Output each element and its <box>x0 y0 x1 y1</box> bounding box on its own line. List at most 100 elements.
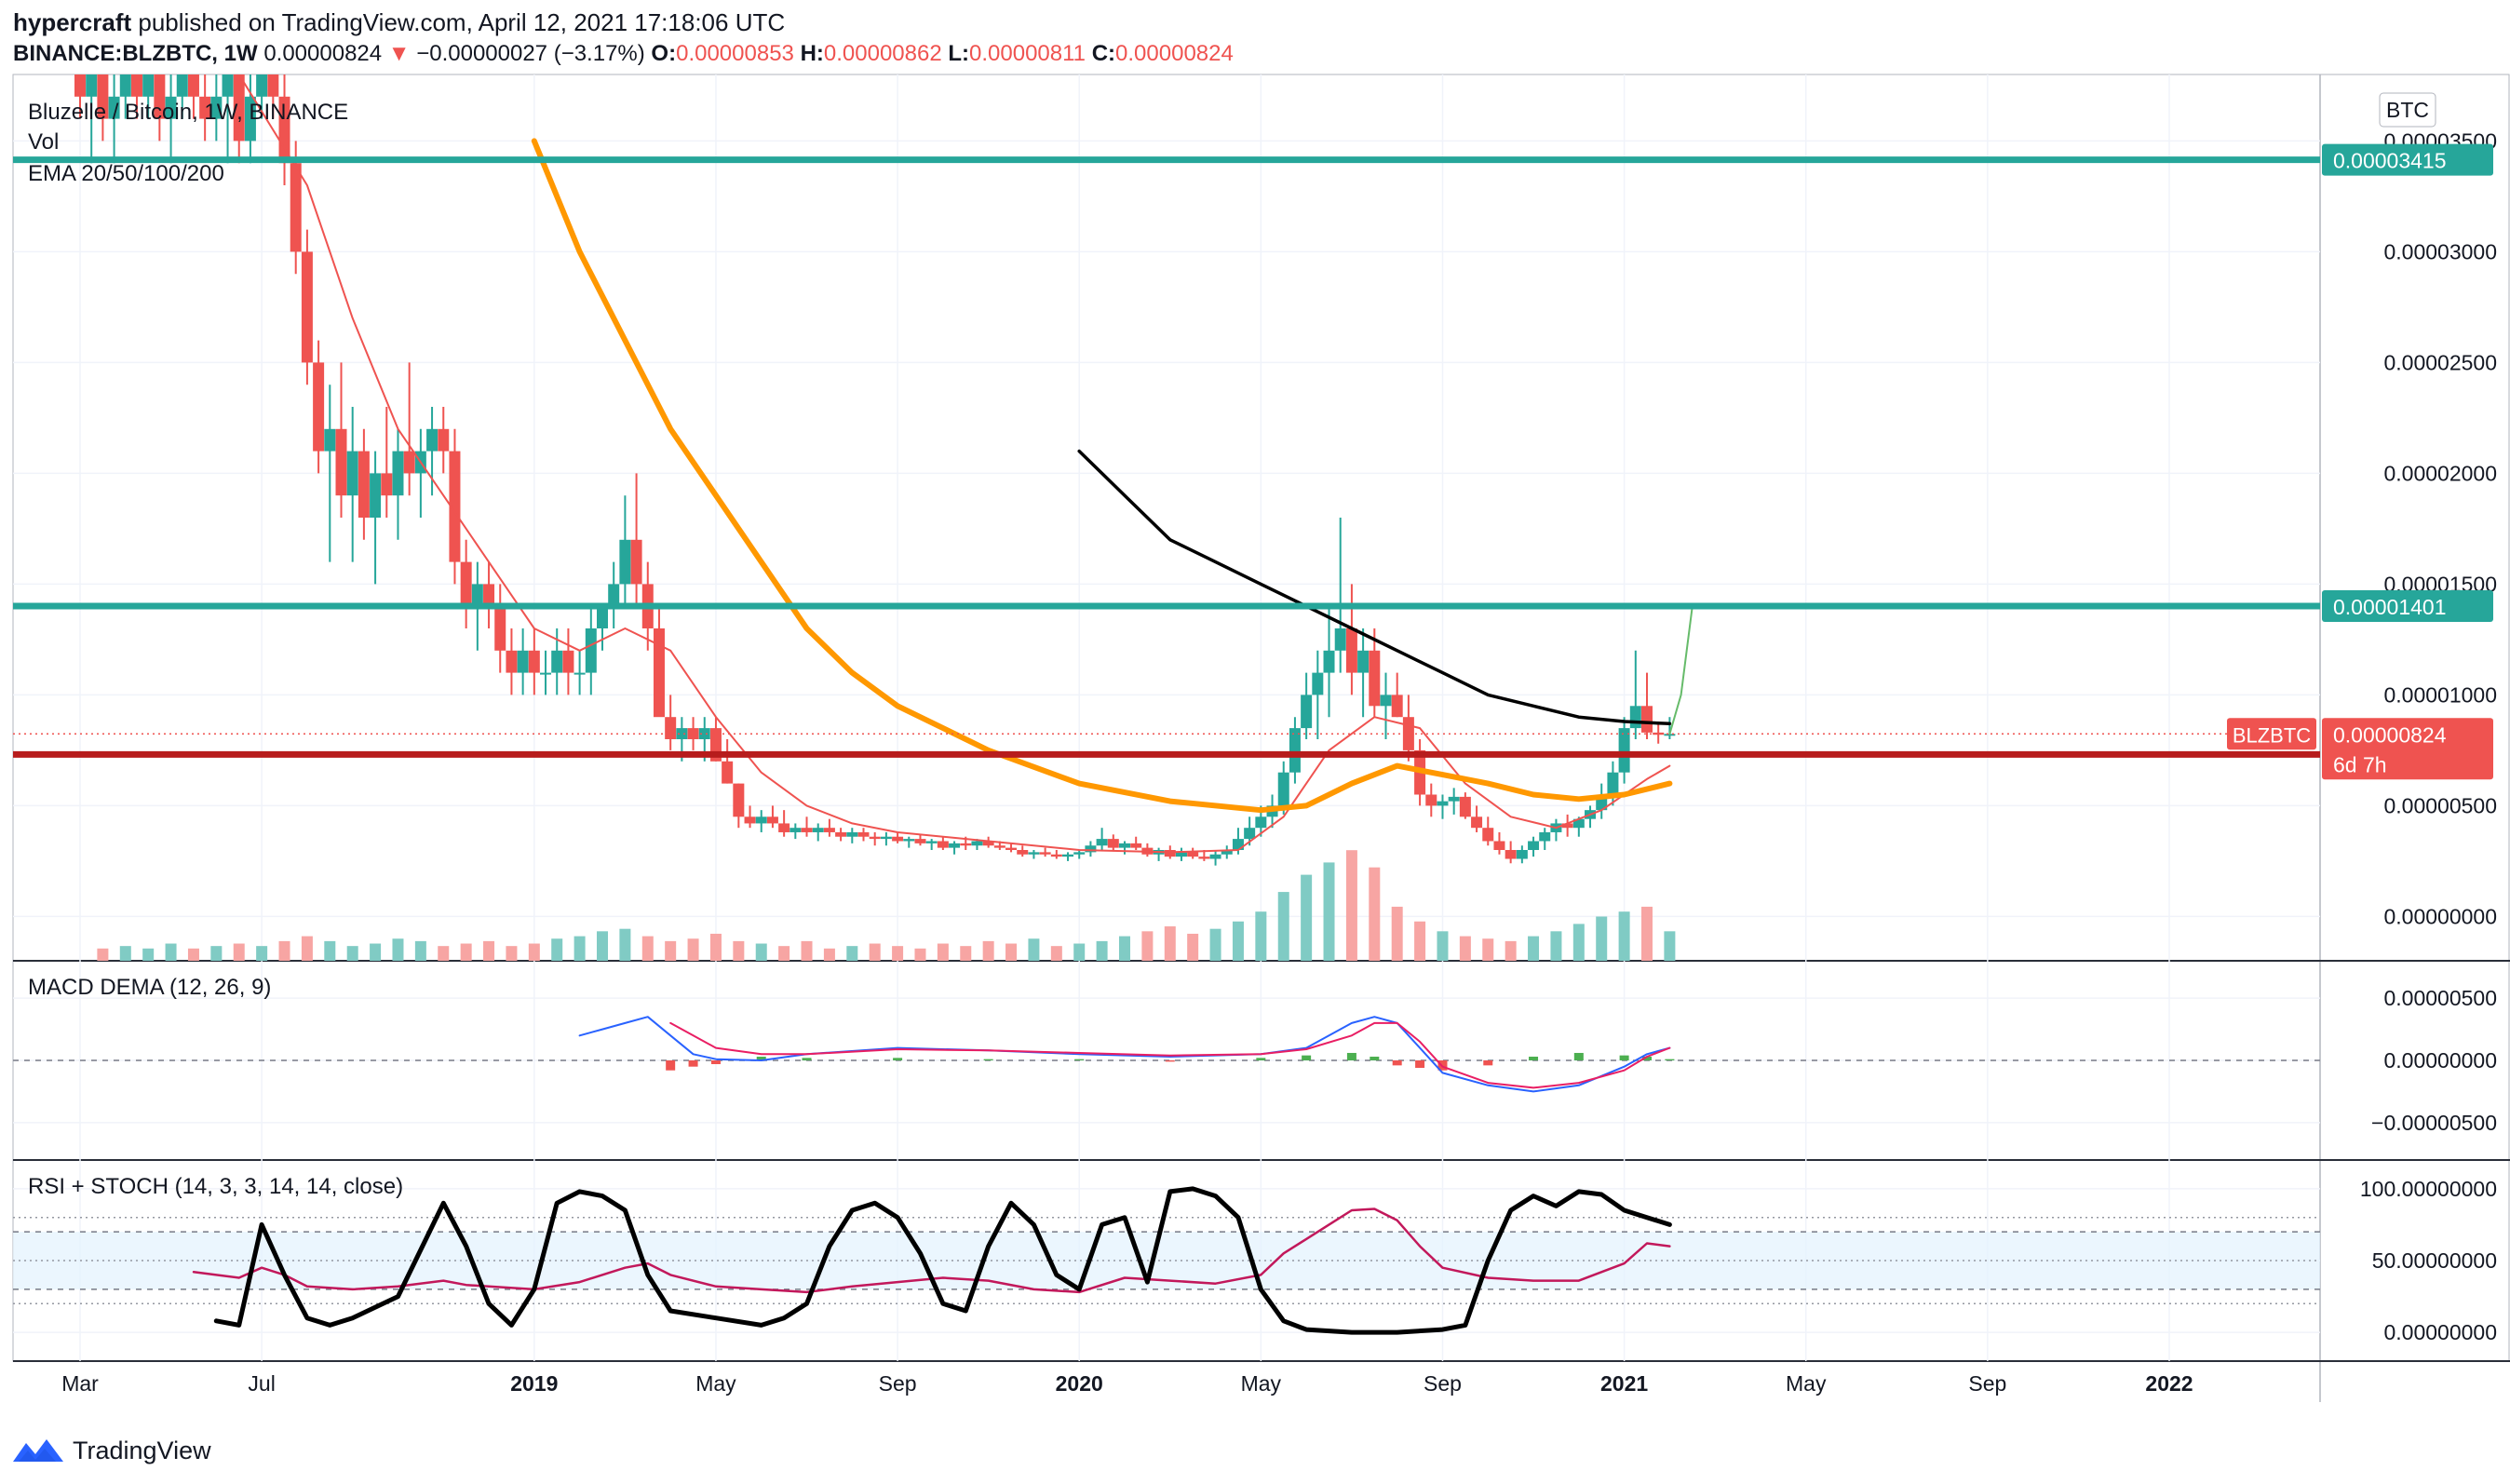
candle-body <box>1618 728 1630 773</box>
candle-body <box>698 728 710 739</box>
volume-bar <box>801 940 813 961</box>
candle-body <box>471 584 483 607</box>
main-pane <box>74 74 1694 961</box>
candle-body <box>1107 839 1119 848</box>
change-arrow: ▼ <box>387 41 411 66</box>
high-value: 0.00000862 <box>823 41 942 66</box>
candle-body <box>608 584 620 607</box>
candle-body <box>630 539 642 585</box>
candle-body <box>1425 794 1437 806</box>
candle-body <box>846 831 858 837</box>
candle-body <box>278 96 290 164</box>
tradingview-brand: TradingView <box>73 1436 211 1464</box>
tradingview-logo-icon <box>13 1439 63 1462</box>
candle-body <box>210 96 223 119</box>
volume-bar <box>937 943 949 961</box>
candle-body <box>1062 854 1074 857</box>
price-tick-label: 0.00000000 <box>2383 904 2497 928</box>
ema20-line <box>237 74 1671 854</box>
x-tick-label: 2019 <box>510 1371 558 1396</box>
symbol-name: BINANCE:BLZBTC, 1W <box>13 41 258 66</box>
volume-bar <box>256 946 268 961</box>
legend-volume: Vol <box>28 129 59 155</box>
bar-countdown: 6d 7h <box>2333 752 2387 776</box>
candle-body <box>346 451 358 496</box>
macd-histogram-bar <box>802 1058 812 1060</box>
volume-bar <box>1301 874 1313 961</box>
rsi-tick-label: 100.00000000 <box>2360 1177 2497 1201</box>
x-tick-label: 2020 <box>1056 1371 1103 1396</box>
candle-body <box>1232 839 1244 850</box>
candle-body <box>562 650 574 673</box>
candle-body <box>880 836 892 840</box>
candle-body <box>1050 854 1062 857</box>
candle-body <box>801 828 813 832</box>
symbol-tag: BLZBTC <box>2233 723 2311 747</box>
candle-body <box>1244 828 1256 840</box>
price-tick-label: 0.00001000 <box>2383 682 2497 707</box>
candle-body <box>574 672 586 675</box>
candle-body <box>597 606 608 628</box>
volume-bar <box>278 940 290 961</box>
candle-body <box>993 845 1005 848</box>
level-price-label: 0.00001401 <box>2333 595 2447 619</box>
chart-title: Bluzelle / Bitcoin, 1W, BINANCE <box>28 100 348 125</box>
candle-body <box>812 828 824 832</box>
x-tick-label: Sep <box>1424 1371 1462 1396</box>
volume-bar <box>165 943 177 961</box>
x-tick-label: May <box>1241 1371 1282 1396</box>
candle-body <box>506 650 518 673</box>
candle-body <box>449 451 461 562</box>
low-label: L: <box>948 41 970 66</box>
candle-body <box>460 561 472 607</box>
candle-body <box>835 831 847 837</box>
volume-bar <box>370 943 382 961</box>
rsi-title: RSI + STOCH (14, 3, 3, 14, 14, close) <box>28 1174 403 1199</box>
candle-body <box>187 74 199 97</box>
volume-bar <box>574 936 586 961</box>
candle-body <box>722 761 734 784</box>
candle-body <box>1459 796 1471 817</box>
volume-bar <box>709 933 722 961</box>
volume-bar <box>1459 936 1471 961</box>
candle-body <box>1039 852 1051 855</box>
candle-body <box>789 828 802 832</box>
volume-bar <box>438 946 450 961</box>
macd-histogram-bar <box>1529 1056 1539 1060</box>
candle-body <box>892 836 904 842</box>
candle-body <box>1391 695 1403 718</box>
candle-body <box>1301 695 1313 729</box>
macd-tick-label: −0.00000500 <box>2371 1111 2497 1135</box>
volume-bar <box>1005 943 1018 961</box>
open-value: 0.00000853 <box>676 41 794 66</box>
candle-body <box>1119 843 1130 848</box>
volume-bar <box>142 948 155 961</box>
candle-body <box>1277 772 1289 806</box>
x-tick-label: Sep <box>1968 1371 2006 1396</box>
candle-body <box>1448 796 1460 802</box>
x-tick-label: May <box>1786 1371 1827 1396</box>
publish-header: hypercraft published on TradingView.com,… <box>13 6 785 39</box>
tradingview-footer[interactable]: TradingView <box>11 1432 211 1469</box>
macd-tick-label: 0.00000500 <box>2383 986 2497 1010</box>
level-price-tag <box>2322 589 2493 622</box>
high-label: H: <box>800 41 824 66</box>
open-label: O: <box>651 41 677 66</box>
macd-histogram-bar <box>710 1060 721 1065</box>
author-name[interactable]: hypercraft <box>13 8 132 36</box>
candle-body <box>256 74 268 97</box>
volume-bar <box>1664 931 1676 961</box>
candle-body <box>403 451 415 474</box>
candle-body <box>528 650 540 673</box>
volume-bar <box>1073 943 1086 961</box>
volume-bar <box>733 940 745 961</box>
macd-tick-label: 0.00000000 <box>2383 1048 2497 1073</box>
ema50-line <box>531 138 1673 814</box>
candle-body <box>1096 839 1108 846</box>
candle-body <box>1187 852 1199 857</box>
candle-body <box>982 841 994 846</box>
volume-bar <box>460 943 472 961</box>
candle-body <box>108 96 120 119</box>
volume-bar <box>1505 940 1517 961</box>
